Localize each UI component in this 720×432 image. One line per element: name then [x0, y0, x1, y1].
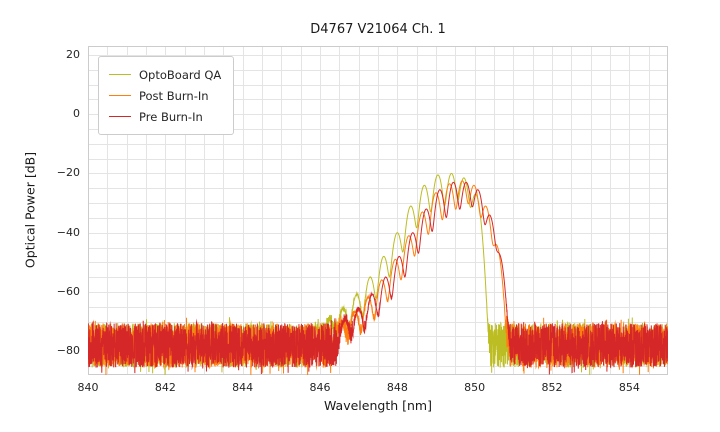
x-tick-label: 840	[77, 381, 99, 394]
legend-label: Post Burn-In	[139, 88, 209, 103]
y-tick-label: −40	[56, 225, 80, 239]
chart-title: D4767 V21064 Ch. 1	[310, 22, 446, 37]
legend-line-swatch	[109, 95, 131, 96]
y-tick-label: −80	[56, 344, 80, 358]
legend-line-swatch	[109, 116, 131, 117]
legend-item: OptoBoard QA	[109, 64, 221, 85]
x-tick-label: 844	[232, 381, 254, 394]
y-tick-label: 0	[73, 107, 80, 121]
plot-area: OptoBoard QA Post Burn-In Pre Burn-In	[88, 46, 668, 375]
legend-label: OptoBoard QA	[139, 67, 222, 82]
x-axis-label: Wavelength [nm]	[324, 398, 432, 413]
x-tick-label: 852	[541, 381, 563, 394]
x-tick-label: 854	[618, 381, 640, 394]
legend-label: Pre Burn-In	[139, 109, 203, 124]
legend-item: Post Burn-In	[109, 85, 221, 106]
legend-line-swatch	[109, 74, 131, 75]
legend: OptoBoard QA Post Burn-In Pre Burn-In	[98, 56, 235, 135]
legend-item: Pre Burn-In	[109, 106, 221, 127]
x-tick-label: 846	[309, 381, 331, 394]
x-tick-label: 850	[464, 381, 486, 394]
x-tick-label: 842	[154, 381, 176, 394]
y-axis-label: Optical Power [dB]	[22, 151, 38, 269]
y-tick-label: 20	[66, 47, 80, 61]
x-tick-label: 848	[386, 381, 408, 394]
y-tick-label: −60	[56, 285, 80, 298]
y-tick-label: −20	[56, 166, 80, 180]
